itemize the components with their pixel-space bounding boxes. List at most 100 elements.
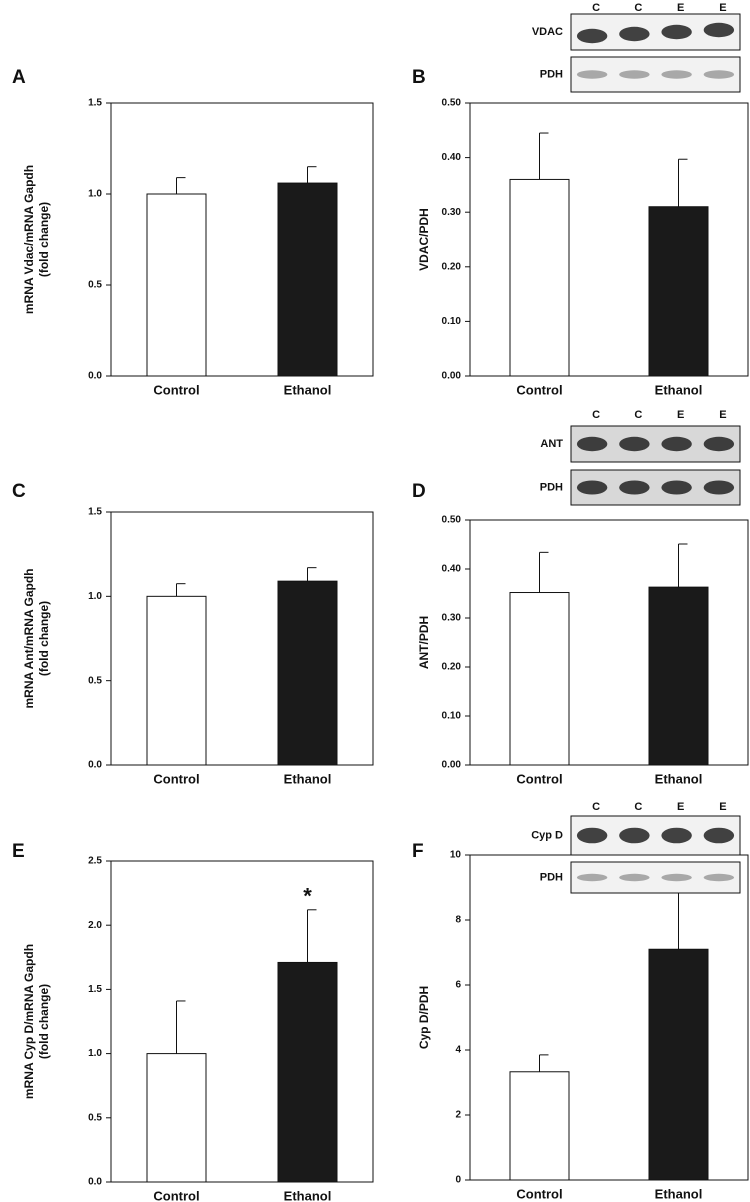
panel-label: B xyxy=(412,67,426,88)
chart-panel: B 0.00 0.10 0.20 0.30 0.40 0.50 VDAC/PDH Control… xyxy=(412,2,749,397)
blot-band xyxy=(661,436,692,452)
y-tick-label: 0.50 xyxy=(442,98,462,109)
blot-band xyxy=(661,827,692,844)
x-tick-label: Control xyxy=(516,771,562,786)
chart-panel: C 0.0 0.5 1.0 1.5 mRNA Ant/mRNA Gapdh (fold ch… xyxy=(12,481,374,786)
y-axis-label: VDAC/PDH xyxy=(417,208,431,271)
x-tick-label: Ethanol xyxy=(284,1188,332,1202)
x-tick-label: Ethanol xyxy=(655,1186,703,1201)
panel-label: D xyxy=(412,481,426,502)
blot-row-label: PDH xyxy=(540,871,563,883)
plot-frame xyxy=(110,860,374,1183)
y-tick-label: 0.30 xyxy=(442,207,462,218)
blot-band xyxy=(661,873,692,882)
bar xyxy=(277,580,338,766)
bar xyxy=(277,961,338,1183)
y-tick-label: 1.5 xyxy=(88,984,102,995)
blot-band xyxy=(661,24,692,40)
lane-label: C xyxy=(634,409,642,421)
blot-band xyxy=(576,70,608,79)
y-tick-label: 4 xyxy=(455,1045,461,1056)
lane-label: E xyxy=(719,409,726,421)
y-tick-label: 0.10 xyxy=(442,711,462,722)
panel-label: F xyxy=(412,841,424,862)
lane-label: E xyxy=(677,801,684,813)
bar xyxy=(277,182,338,377)
bar xyxy=(648,586,709,766)
y-tick-label: 2 xyxy=(455,1110,461,1121)
chart-panel: D 0.00 0.10 0.20 0.30 0.40 0.50 ANT/PDH Control E… xyxy=(412,409,749,786)
y-tick-label: 1.0 xyxy=(88,1048,102,1059)
chart-panel: E 0.0 0.5 1.0 1.5 2.0 2.5 mRNA Cyp D/mRNA Gapdh… xyxy=(12,841,374,1202)
y-tick-label: 1.0 xyxy=(88,591,102,602)
y-axis-label: ANT/PDH xyxy=(417,616,431,669)
y-tick-label: 0.50 xyxy=(442,515,462,526)
blot-band xyxy=(703,873,735,882)
bar xyxy=(648,206,709,377)
bar xyxy=(509,178,570,377)
blot-band xyxy=(703,436,735,452)
y-tick-label: 0.40 xyxy=(442,564,462,575)
blot-band xyxy=(703,480,735,495)
blot-row-label: PDH xyxy=(540,68,563,80)
blot-band xyxy=(576,480,608,495)
x-tick-label: Control xyxy=(153,1188,199,1202)
y-axis-label: Cyp D/PDH xyxy=(417,986,431,1049)
y-axis-label: (fold change) xyxy=(37,984,51,1059)
lane-label: C xyxy=(634,2,642,14)
y-tick-label: 1.5 xyxy=(88,98,102,109)
lane-label: E xyxy=(677,2,684,14)
bar xyxy=(146,595,207,766)
y-tick-label: 10 xyxy=(450,850,462,861)
x-tick-label: Ethanol xyxy=(655,771,703,786)
blot-row-label: ANT xyxy=(540,438,563,450)
y-tick-label: 0.20 xyxy=(442,261,462,272)
lane-label: C xyxy=(592,2,600,14)
y-tick-label: 0.5 xyxy=(88,675,102,686)
bar xyxy=(509,1071,570,1181)
blot-band xyxy=(576,436,608,452)
panel-label: A xyxy=(12,67,26,88)
panel-label: C xyxy=(12,481,26,502)
blot-band xyxy=(703,70,735,79)
blot-band xyxy=(619,436,650,452)
x-tick-label: Control xyxy=(153,382,199,397)
blot-band xyxy=(576,827,608,844)
lane-label: E xyxy=(719,2,726,14)
y-axis-label: mRNA Ant/mRNA Gapdh xyxy=(22,569,36,709)
y-tick-label: 0.0 xyxy=(88,371,102,382)
y-tick-label: 8 xyxy=(455,915,461,926)
blot-band xyxy=(619,827,650,844)
blot-band xyxy=(619,70,650,79)
y-tick-label: 0.0 xyxy=(88,760,102,771)
blot-band xyxy=(576,28,608,44)
y-axis-label: (fold change) xyxy=(37,601,51,676)
plot-frame xyxy=(469,519,749,766)
blot-band xyxy=(619,480,650,495)
x-tick-label: Ethanol xyxy=(655,382,703,397)
significance-marker: * xyxy=(303,884,312,909)
lane-label: C xyxy=(592,801,600,813)
blot-row-label: PDH xyxy=(540,481,563,493)
bar xyxy=(509,592,570,766)
y-tick-label: 0.40 xyxy=(442,152,462,163)
y-axis-label: mRNA Cyp D/mRNA Gapdh xyxy=(22,944,36,1099)
blot-band xyxy=(576,873,608,882)
plot-frame xyxy=(110,511,374,766)
x-tick-label: Ethanol xyxy=(284,771,332,786)
y-tick-label: 0.0 xyxy=(88,1177,102,1188)
x-tick-label: Control xyxy=(516,1186,562,1201)
lane-label: C xyxy=(592,409,600,421)
y-tick-label: 1.0 xyxy=(88,189,102,200)
y-tick-label: 0.20 xyxy=(442,662,462,673)
lane-label: E xyxy=(719,801,726,813)
y-tick-label: 2.0 xyxy=(88,920,102,931)
panel-label: E xyxy=(12,841,25,862)
lane-label: C xyxy=(634,801,642,813)
y-axis-label: (fold change) xyxy=(37,202,51,277)
blot-band xyxy=(703,22,735,38)
y-tick-label: 1.5 xyxy=(88,507,102,518)
x-tick-label: Ethanol xyxy=(284,382,332,397)
